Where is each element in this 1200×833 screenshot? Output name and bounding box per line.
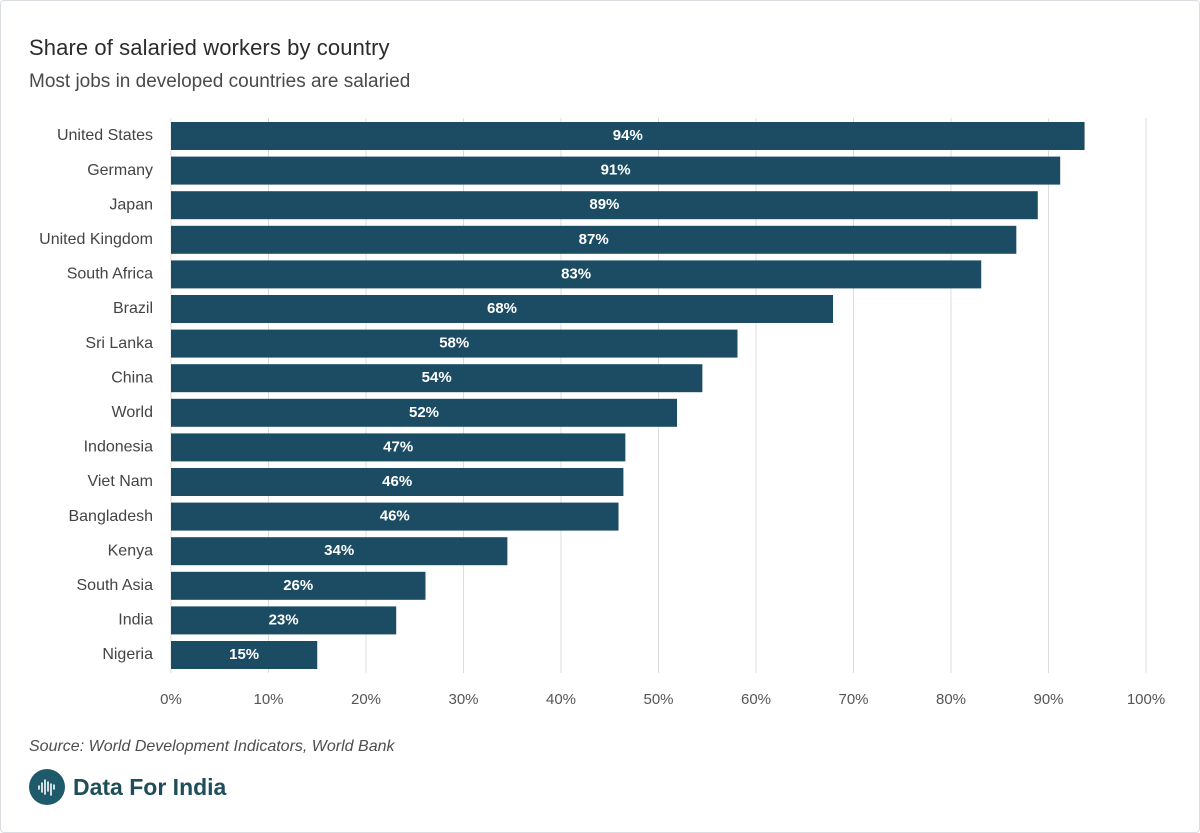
x-tick-label: 0% — [160, 691, 182, 708]
x-tick-label: 70% — [838, 691, 868, 708]
data-label: 83% — [561, 265, 591, 282]
category-label: India — [118, 612, 153, 629]
category-label: Nigeria — [102, 646, 153, 663]
chart-title: Share of salaried workers by country — [29, 35, 390, 60]
bar — [171, 502, 619, 531]
category-label: United Kingdom — [39, 231, 153, 248]
brand-logo-icon — [29, 769, 65, 805]
category-label: China — [111, 369, 153, 386]
category-label: South Asia — [77, 577, 154, 594]
data-label: 94% — [613, 127, 643, 144]
bar — [171, 398, 678, 427]
brand-name: Data For India — [73, 773, 227, 800]
data-label: 58% — [439, 335, 469, 352]
data-label: 23% — [269, 611, 299, 628]
x-tick-label: 20% — [351, 691, 381, 708]
bar — [171, 122, 1085, 150]
category-label: South Africa — [67, 266, 153, 283]
data-label: 89% — [589, 196, 619, 213]
data-label: 47% — [383, 438, 413, 455]
category-label: Sri Lanka — [85, 335, 153, 352]
x-tick-label: 10% — [253, 691, 283, 708]
bar — [171, 295, 834, 323]
bar-chart: 0% 10% 20% 30% 40% 50% 60% 70% 80% 90% 100% United … — [39, 118, 1165, 708]
data-label: 68% — [487, 300, 517, 317]
x-tick-label: 100% — [1127, 691, 1165, 708]
data-label: 46% — [380, 508, 410, 525]
data-label: 34% — [324, 542, 354, 559]
x-tick-label: 80% — [936, 691, 966, 708]
bar — [171, 191, 1038, 220]
data-label: 91% — [601, 162, 631, 179]
brand[interactable]: Data For India — [29, 769, 226, 805]
bar — [171, 225, 1017, 254]
x-tick-label: 60% — [741, 691, 771, 708]
source-note: Source: World Development Indicators, Wo… — [29, 738, 395, 755]
category-label: Brazil — [113, 300, 153, 317]
category-label: United States — [57, 127, 153, 144]
bar — [171, 364, 703, 393]
category-label: Indonesia — [84, 439, 153, 456]
category-label: Kenya — [108, 542, 153, 559]
bar — [171, 641, 318, 669]
bar — [171, 156, 1061, 185]
bar — [171, 606, 397, 635]
category-label: Japan — [109, 196, 153, 213]
bar — [171, 260, 982, 289]
bar — [171, 468, 624, 496]
data-label: 54% — [422, 369, 452, 386]
x-tick-label: 90% — [1033, 691, 1063, 708]
category-label: Viet Nam — [87, 473, 153, 490]
bar — [171, 329, 738, 358]
chart-subtitle: Most jobs in developed countries are sal… — [29, 71, 411, 92]
data-label: 26% — [283, 577, 313, 594]
data-label: 87% — [579, 231, 609, 248]
data-label: 15% — [229, 646, 259, 663]
x-tick-label: 50% — [643, 691, 673, 708]
category-label: Germany — [87, 162, 153, 179]
bar — [171, 537, 508, 566]
category-label: World — [112, 404, 154, 421]
x-tick-label: 30% — [448, 691, 478, 708]
data-label: 46% — [382, 473, 412, 490]
x-tick-label: 40% — [546, 691, 576, 708]
data-label: 52% — [409, 404, 439, 421]
bar — [171, 433, 626, 462]
category-label: Bangladesh — [68, 508, 153, 525]
bar — [171, 571, 426, 600]
